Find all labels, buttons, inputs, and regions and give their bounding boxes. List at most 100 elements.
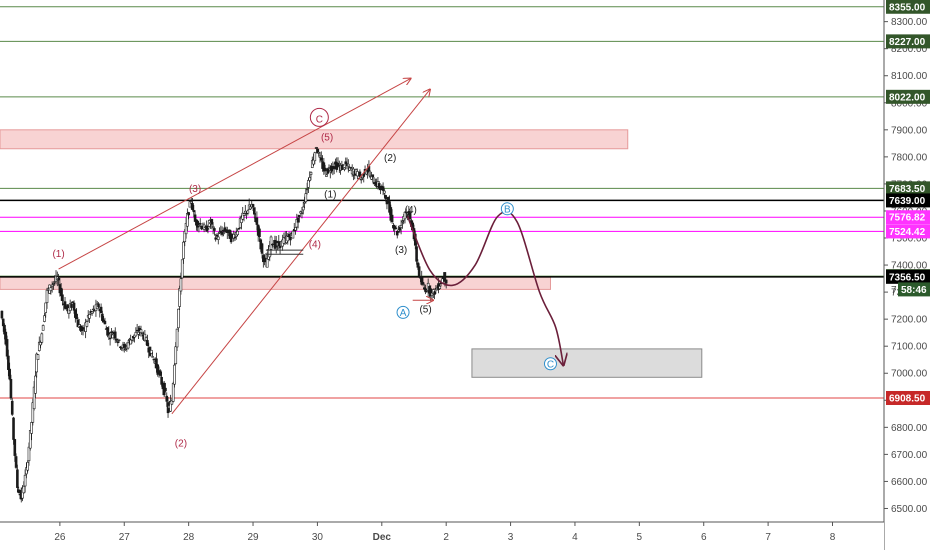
x-tick-label: 30 xyxy=(312,532,324,543)
price-levels-layer xyxy=(0,6,884,399)
candle-body xyxy=(107,332,111,335)
candle-body xyxy=(70,303,73,308)
candle-body xyxy=(8,368,11,380)
candle-body xyxy=(17,489,20,493)
candle-body xyxy=(287,233,291,238)
candle-body xyxy=(372,182,376,185)
price-tag-bg-1 xyxy=(886,34,930,49)
trend-line-0 xyxy=(58,78,411,270)
zone-rect-0 xyxy=(0,129,629,150)
y-tick-label: 8200.00 xyxy=(891,44,928,55)
x-tick-label: 7 xyxy=(765,532,771,543)
x-tick-label: 29 xyxy=(247,532,259,543)
candle-body xyxy=(289,237,292,241)
candle-body xyxy=(251,204,255,208)
x-tick-label: 26 xyxy=(54,532,66,543)
price-tag-label-9: 6908.50 xyxy=(889,393,926,404)
y-tick-label: 7500.00 xyxy=(891,234,928,245)
candle-body xyxy=(213,228,216,231)
wave-label-13: C xyxy=(547,359,554,370)
candle-body xyxy=(52,282,55,285)
price-tag-bg-5 xyxy=(886,210,930,225)
wave-labels-layer: (1) (3) (5) (4) (2) C (2) (1) (4) (3) (5) A B C xyxy=(52,107,557,449)
candle-body xyxy=(13,439,17,456)
candle-body xyxy=(45,289,49,303)
candle-body xyxy=(135,329,139,332)
candle-body xyxy=(314,147,318,149)
candle-body xyxy=(421,282,425,285)
candle-body xyxy=(356,171,359,177)
candle-body xyxy=(72,302,76,311)
candle-body xyxy=(116,341,120,344)
trend-line-1 xyxy=(171,89,430,415)
candle-body xyxy=(23,474,27,487)
candle-body xyxy=(50,284,54,287)
candles-layer xyxy=(0,146,448,503)
price-tag-bg-4 xyxy=(886,193,930,208)
wave-label-circle-12 xyxy=(500,202,514,216)
candle-body xyxy=(34,375,37,394)
price-tag-label-6: 7524.42 xyxy=(889,227,926,238)
candle-body xyxy=(197,225,201,227)
candle-body xyxy=(417,266,421,277)
candle-body xyxy=(85,321,89,327)
candle-body xyxy=(211,226,215,228)
candle-body xyxy=(326,168,330,174)
wave-label-1: (3) xyxy=(189,184,201,195)
candle-body xyxy=(404,211,408,214)
candle-body xyxy=(9,379,13,399)
x-tick-label: 2 xyxy=(443,532,449,543)
candle-body xyxy=(371,174,375,178)
candle-body xyxy=(229,233,233,243)
x-axis-bg xyxy=(0,522,884,550)
candle-body xyxy=(214,237,217,240)
candle-body xyxy=(49,287,53,291)
wave-label-4: (2) xyxy=(175,438,187,449)
countdown-tag-label: 58:46 xyxy=(901,285,927,296)
y-tick-label: 6700.00 xyxy=(891,450,928,461)
candle-body xyxy=(253,207,256,215)
candle-body xyxy=(5,339,9,357)
x-axis[interactable]: 26 27 28 29 30 Dec 2 3 4 5 6 7 8 xyxy=(0,521,884,550)
candle-body xyxy=(304,193,308,203)
x-tick-label: Dec xyxy=(373,532,392,543)
y-tick-label: 7000.00 xyxy=(891,369,928,380)
candle-body xyxy=(144,337,148,341)
candle-body xyxy=(151,356,154,358)
candle-body xyxy=(174,346,178,365)
candle-body xyxy=(444,279,448,284)
candle-body xyxy=(317,151,321,154)
candle-body xyxy=(408,212,412,220)
wave-label-8: (4) xyxy=(405,205,417,216)
y-tick-label: 7900.00 xyxy=(891,125,928,136)
candle-body xyxy=(140,332,144,335)
y-tick-label: 7200.00 xyxy=(891,315,928,326)
candle-body xyxy=(327,167,331,169)
y-tick-label: 7100.00 xyxy=(891,342,928,353)
candle-body xyxy=(90,311,94,314)
candle-body xyxy=(309,172,313,175)
candle-body xyxy=(359,178,363,181)
candle-body xyxy=(12,417,15,440)
zones-layer xyxy=(0,129,703,378)
candle-body xyxy=(291,230,295,239)
wave-label-7: (1) xyxy=(324,189,336,200)
candle-body xyxy=(255,217,259,225)
candle-body xyxy=(26,462,29,471)
candle-body xyxy=(99,306,103,314)
candle-body xyxy=(57,277,60,281)
candle-body xyxy=(134,332,138,337)
x-tick-label: 8 xyxy=(830,532,836,543)
y-tick-label: 7800.00 xyxy=(891,152,928,163)
wave-label-circle-13 xyxy=(543,357,557,371)
candle-body xyxy=(318,155,322,158)
candle-body xyxy=(206,228,210,230)
candle-body xyxy=(43,315,46,322)
candle-body xyxy=(233,236,237,239)
candle-body xyxy=(44,302,48,313)
wave-label-6: (2) xyxy=(384,153,396,164)
candle-body xyxy=(111,334,114,339)
candle-body xyxy=(164,387,167,392)
